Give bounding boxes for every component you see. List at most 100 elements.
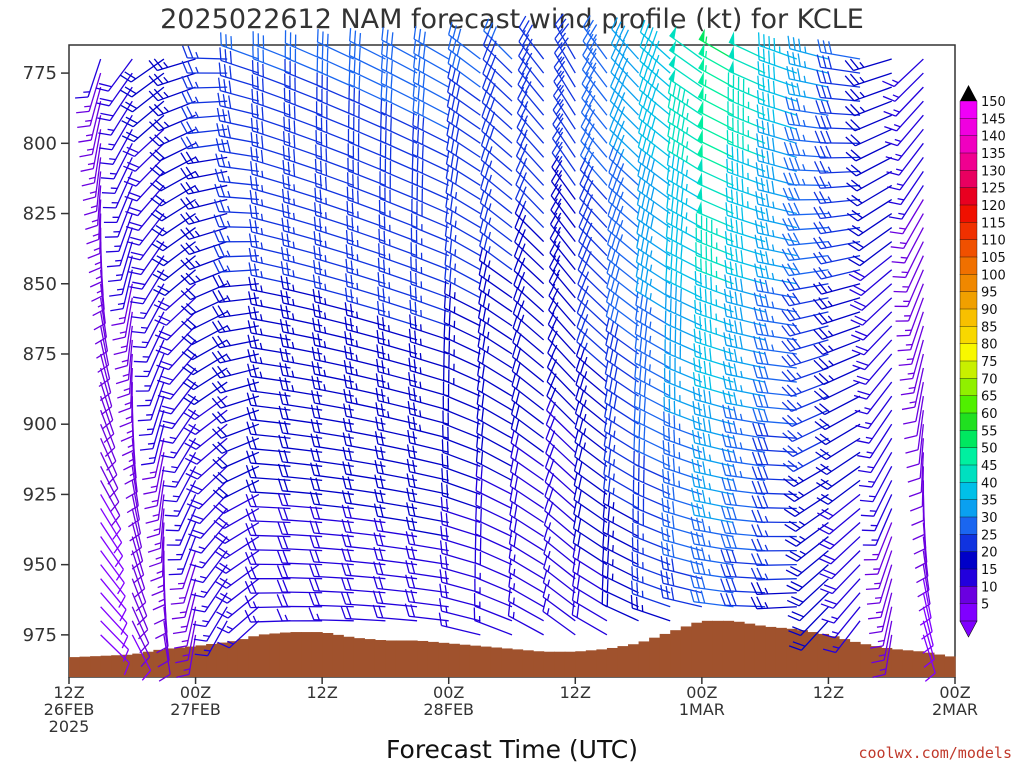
wind-barb: [252, 45, 291, 74]
terrain-block: [448, 643, 460, 677]
wind-barb: [342, 417, 386, 439]
wind-barb: [481, 104, 513, 144]
wind-barb: [754, 205, 797, 229]
wind-barb: [632, 479, 671, 510]
wind-barb: [573, 501, 608, 538]
wind-barb: [212, 437, 260, 454]
wind-barb: [479, 218, 513, 257]
wind-barb: [552, 98, 576, 144]
wind-barb: [315, 115, 355, 144]
wind-barb: [572, 529, 608, 566]
terrain-block: [765, 626, 777, 677]
y-tick-label: 850: [23, 274, 57, 295]
wind-barb: [80, 129, 102, 172]
wind-barb: [343, 403, 386, 425]
wind-barb: [785, 96, 829, 116]
terrain-block: [912, 651, 924, 677]
wind-barb: [476, 376, 513, 411]
colorbar-label: 110: [981, 234, 1006, 249]
wind-barb: [181, 90, 228, 104]
wind-barb: [211, 409, 260, 424]
wind-barb: [785, 81, 829, 102]
wind-barb: [375, 402, 418, 425]
wind-barb: [405, 545, 449, 566]
wind-barb: [77, 86, 102, 129]
wind-barb: [439, 583, 481, 608]
wind-barb: [442, 410, 481, 439]
wind-barb: [724, 245, 766, 271]
wind-barb: [725, 202, 766, 229]
wind-barb: [280, 261, 323, 285]
wind-barb: [311, 375, 354, 397]
wind-barb: [445, 165, 481, 201]
wind-barb: [867, 578, 893, 620]
wind-barb: [192, 592, 228, 628]
wind-barb: [373, 532, 418, 552]
wind-barb: [813, 367, 861, 386]
x-tick-label: 2MAR: [932, 700, 978, 719]
wind-barb: [660, 570, 703, 594]
colorbar-swatch: [959, 100, 978, 119]
wind-barb: [212, 305, 259, 319]
wind-barb: [149, 522, 165, 568]
colorbar-swatch: [959, 534, 978, 553]
wind-barb: [757, 32, 798, 60]
wind-barb: [474, 520, 513, 552]
wind-barb: [856, 409, 893, 444]
colorbar-label: 65: [981, 390, 998, 405]
wind-barb: [311, 361, 354, 383]
wind-barb: [477, 362, 513, 397]
colorbar-swatch: [959, 603, 978, 622]
wind-barb: [782, 187, 829, 201]
wind-barb: [755, 191, 797, 215]
wind-barb: [690, 560, 734, 580]
terrain-block: [933, 654, 946, 677]
wind-barb: [813, 311, 861, 325]
wind-barb: [512, 329, 545, 369]
wind-barb: [515, 172, 545, 214]
wind-barb: [571, 587, 608, 622]
colorbar-swatch: [959, 586, 978, 605]
y-tick-label: 925: [23, 484, 57, 505]
colorbar-label: 120: [981, 199, 1006, 214]
wind-barb: [162, 451, 197, 488]
wind-barb: [378, 214, 418, 243]
wind-barb: [411, 213, 449, 243]
terrain-block: [248, 636, 260, 677]
wind-barb: [511, 387, 545, 425]
wind-barb: [604, 360, 639, 397]
wind-barb: [248, 276, 291, 299]
wind-barb: [100, 395, 115, 444]
wind-barb: [694, 299, 734, 327]
colorbar-swatch: [959, 152, 978, 171]
wind-barb: [859, 466, 893, 503]
wind-barb: [552, 113, 576, 158]
wind-barb: [788, 620, 829, 651]
terrain-block: [744, 623, 756, 677]
colorbar-swatch: [959, 256, 978, 275]
wind-barb: [100, 620, 130, 662]
wind-barb: [372, 575, 418, 594]
wind-barb: [722, 419, 766, 439]
wind-barb: [277, 478, 323, 496]
wind-barb: [372, 604, 418, 622]
wind-barb: [379, 142, 418, 172]
wind-barb: [668, 54, 703, 88]
wind-barb: [662, 469, 703, 496]
wind-barb: [727, 86, 766, 116]
colorbar-label: 40: [981, 476, 998, 491]
terrain-block: [480, 646, 492, 677]
wind-barb: [847, 227, 893, 252]
wind-barb: [118, 367, 133, 414]
wind-barb: [886, 142, 924, 176]
wind-barb: [310, 404, 354, 425]
wind-barb: [211, 380, 260, 394]
wind-barb: [750, 596, 797, 610]
wind-barb: [281, 217, 323, 243]
wind-barb: [820, 564, 861, 595]
wind-barb: [131, 536, 145, 584]
wind-barb: [871, 620, 893, 664]
wind-barb: [309, 491, 354, 510]
wind-barb: [578, 214, 608, 257]
